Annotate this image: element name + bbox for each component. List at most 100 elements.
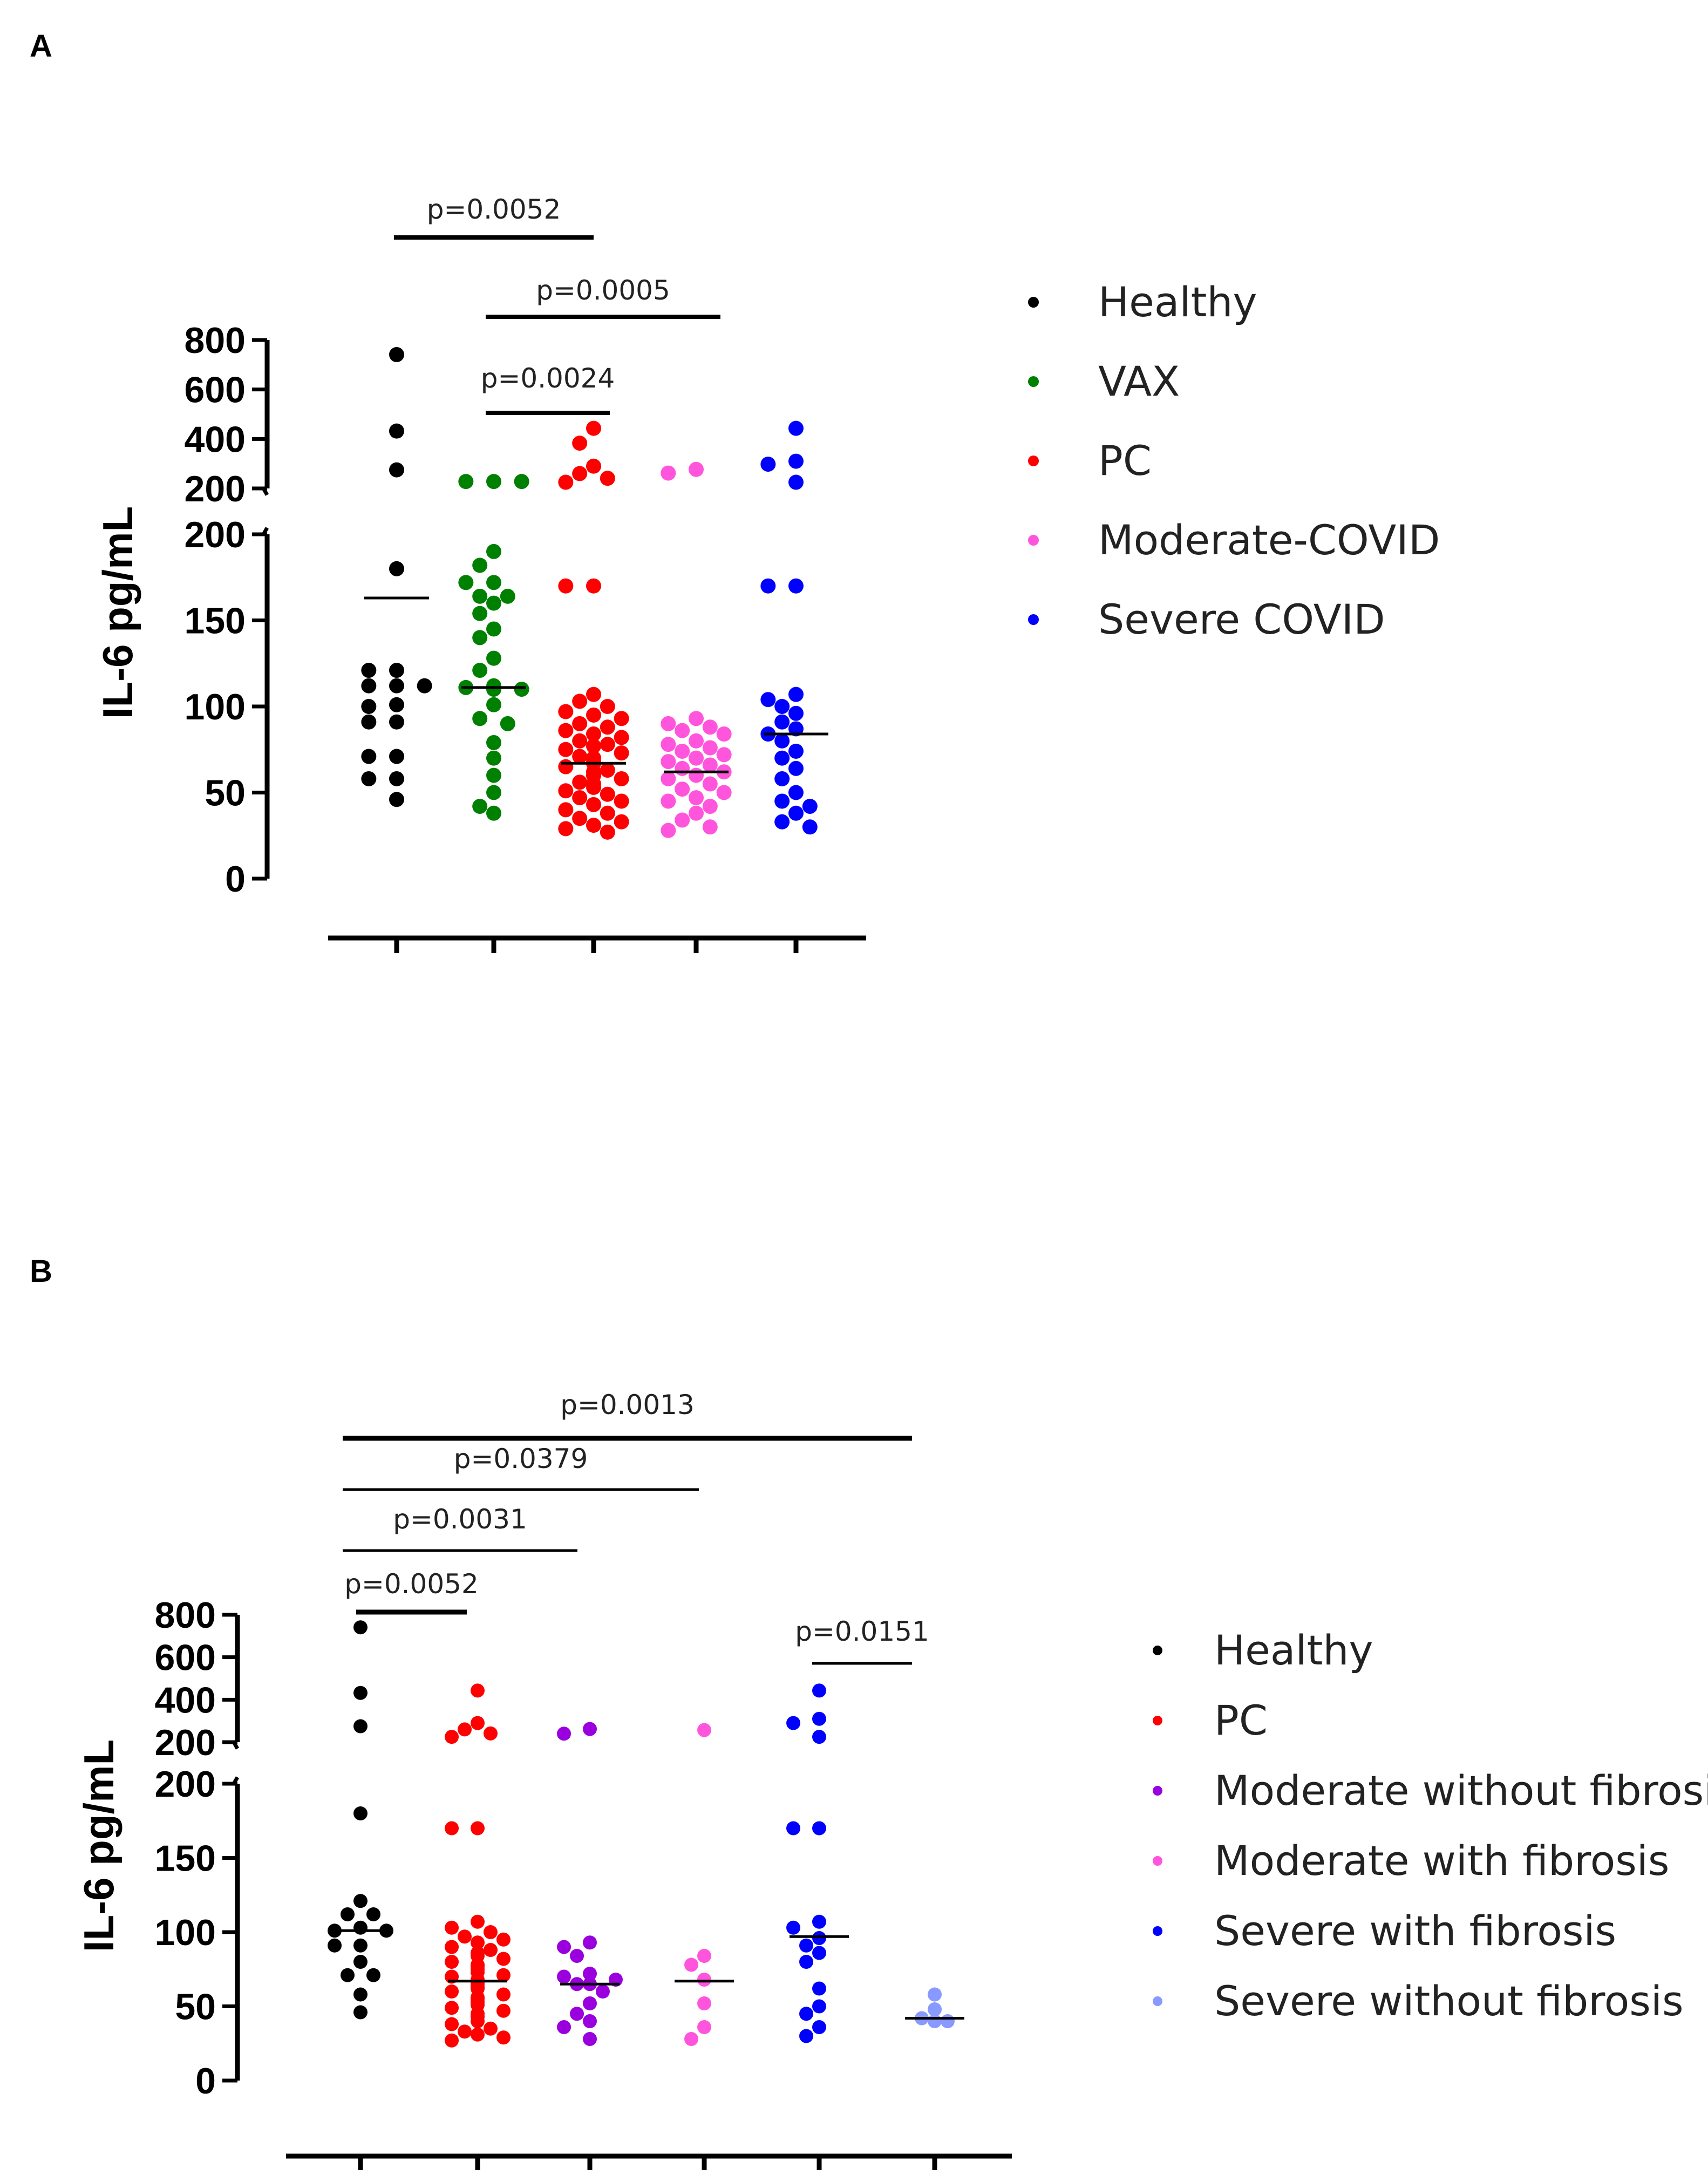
panel-b-point-severe-without-fibrosis-1 — [928, 2002, 942, 2016]
panel-b-p-value-3: p=0.0052 — [344, 1568, 479, 1600]
panel-b-point-severe-with-fibrosis-14 — [799, 2007, 814, 2021]
panel-a-y-axis-title: IL-6 pg/mL — [94, 506, 141, 719]
panel-a-point-pc-13 — [614, 711, 629, 726]
panel-a-point-severe-covid-15 — [774, 750, 790, 766]
panel-a-y-tick-label-lower-1: 50 — [205, 773, 246, 814]
panel-b-legend-marker-pc — [1153, 1716, 1162, 1725]
panel-a-legend-label-pc: PC — [1098, 437, 1152, 485]
panel-b-p-value-0: p=0.0013 — [560, 1389, 695, 1420]
panel-b-point-moderate-with-fibrosis-1 — [697, 1949, 711, 1963]
panel-b-point-moderate-without-fibrosis-13 — [583, 2014, 597, 2028]
panel-b-legend: Healthy PC Moderate without fibrosis Modera… — [1153, 1626, 1708, 2025]
panel-b-legend-marker-moderate-with-fibrosis — [1153, 1856, 1162, 1866]
panel-a-label: A — [30, 29, 52, 64]
panel-a-point-severe-covid-14 — [788, 743, 804, 759]
panel-a-p-value-0: p=0.0052 — [427, 194, 561, 225]
panel-a-point-pc-22 — [558, 742, 574, 757]
panel-a-point-vax-25 — [486, 785, 501, 800]
panel-b-point-moderate-with-fibrosis-2 — [684, 1958, 699, 1972]
panel-a-y-tick-label-upper-1: 400 — [185, 419, 246, 460]
panel-b-point-severe-with-fibrosis-15 — [812, 2020, 826, 2034]
panel-a-point-pc-42 — [600, 805, 615, 821]
panel-b-point-moderate-without-fibrosis-15 — [583, 2032, 597, 2046]
panel-a-point-moderate-covid-6 — [716, 726, 732, 742]
panel-a-point-healthy-2 — [389, 462, 404, 478]
panel-a-point-healthy-6 — [389, 678, 404, 694]
panel-a-point-pc-3 — [572, 466, 588, 481]
panel-a-point-pc-47 — [600, 824, 615, 840]
panel-a-point-vax-13 — [486, 650, 501, 666]
panel-b-legend-label-pc: PC — [1214, 1696, 1268, 1744]
panel-b-point-pc-46 — [445, 2033, 459, 2048]
panel-b-point-pc-5 — [471, 1821, 485, 1836]
panel-b-p-value-2: p=0.0031 — [393, 1504, 527, 1535]
panel-b-point-severe-with-fibrosis-11 — [799, 1955, 814, 1969]
panel-a-point-moderate-covid-22 — [689, 790, 704, 806]
panel-b-legend-label-moderate-without-fibrosis: Moderate without fibrosis — [1214, 1766, 1708, 1814]
panel-b-y-tick-label-lower-4: 200 — [155, 1764, 216, 1805]
panel-a-point-pc-19 — [572, 733, 588, 749]
panel-a-point-moderate-covid-27 — [702, 819, 718, 835]
panel-a-point-healthy-10 — [361, 699, 377, 714]
panel-a-y-tick-label-upper-2: 600 — [185, 370, 246, 411]
panel-a-point-severe-covid-8 — [774, 699, 790, 714]
panel-b-legend-marker-severe-with-fibrosis — [1153, 1926, 1162, 1936]
panel-b-y-axis-title: IL-6 pg/mL — [75, 1739, 123, 1952]
panel-b-y-tick-label-lower-1: 50 — [175, 1987, 216, 2028]
panel-b-point-pc-12 — [471, 1935, 485, 1950]
panel-a-point-moderate-covid-4 — [702, 719, 718, 735]
panel-a-point-vax-19 — [486, 697, 501, 712]
panel-a-point-vax-5 — [486, 575, 501, 590]
panel-b-point-pc-4 — [445, 1730, 459, 1744]
panel-b-point-severe-with-fibrosis-16 — [799, 2029, 814, 2043]
panel-a-point-moderate-covid-21 — [716, 785, 732, 800]
panel-a-point-severe-covid-17 — [774, 771, 790, 786]
panel-b-y-tick-label-upper-2: 600 — [155, 1637, 216, 1678]
panel-a-point-pc-2 — [586, 458, 601, 474]
panel-a-point-moderate-covid-20 — [675, 781, 690, 797]
panel-b-point-pc-41 — [445, 2017, 459, 2031]
panel-b-point-healthy-13 — [341, 1968, 355, 1982]
panel-a-point-healthy-0 — [389, 347, 404, 363]
panel-a-y-tick-label-lower-3: 150 — [185, 601, 246, 642]
panel-a-point-pc-29 — [600, 763, 615, 778]
panel-b-point-severe-without-fibrosis-0 — [928, 1987, 942, 2002]
panel-a-point-pc-9 — [572, 694, 588, 709]
panel-a-data-points — [361, 347, 818, 840]
panel-a-point-pc-20 — [600, 737, 615, 752]
panel-a-point-healthy-7 — [361, 678, 377, 694]
panel-b-point-moderate-without-fibrosis-10 — [595, 1984, 610, 1999]
panel-b-legend-marker-moderate-without-fibrosis — [1153, 1786, 1162, 1796]
panel-a-point-pc-0 — [586, 420, 601, 436]
panel-a-point-moderate-covid-25 — [689, 805, 704, 821]
panel-a-point-healthy-5 — [361, 663, 377, 678]
panel-a-point-pc-39 — [614, 793, 629, 809]
panel-b-point-severe-with-fibrosis-13 — [812, 1999, 826, 2014]
panel-a-point-severe-covid-11 — [788, 721, 804, 737]
panel-b-point-pc-2 — [458, 1722, 472, 1737]
panel-a-point-vax-3 — [486, 543, 501, 559]
panel-b-legend-label-moderate-with-fibrosis: Moderate with fibrosis — [1214, 1837, 1670, 1885]
panel-b-point-healthy-0 — [353, 1620, 368, 1635]
panel-b-label: B — [30, 1254, 52, 1289]
panel-a-point-vax-11 — [486, 621, 501, 637]
panel-a-point-moderate-covid-13 — [661, 754, 676, 770]
panel-a-point-pc-1 — [572, 436, 588, 451]
panel-a-point-moderate-covid-0 — [689, 461, 704, 477]
panel-a-point-pc-28 — [558, 759, 574, 774]
panel-b-point-severe-with-fibrosis-1 — [812, 1711, 826, 1726]
panel-a-p-value-2: p=0.0024 — [481, 363, 615, 394]
panel-b-point-moderate-without-fibrosis-4 — [570, 1949, 584, 1963]
panel-b-point-healthy-6 — [366, 1907, 380, 1921]
panel-b-point-severe-with-fibrosis-4 — [812, 1821, 826, 1836]
panel-a-point-vax-6 — [458, 575, 474, 590]
panel-a-legend-marker-healthy — [1028, 297, 1039, 308]
panel-b-point-pc-37 — [496, 2003, 511, 2018]
panel-a-point-healthy-12 — [361, 714, 377, 730]
panel-b-point-moderate-without-fibrosis-5 — [583, 1967, 597, 1981]
panel-b-point-moderate-without-fibrosis-3 — [557, 1940, 571, 1954]
panel-a-point-severe-covid-6 — [788, 687, 804, 702]
panel-a-point-severe-covid-10 — [774, 714, 790, 730]
panel-a-point-moderate-covid-19 — [702, 776, 718, 792]
panel-a-point-moderate-covid-12 — [689, 750, 704, 766]
